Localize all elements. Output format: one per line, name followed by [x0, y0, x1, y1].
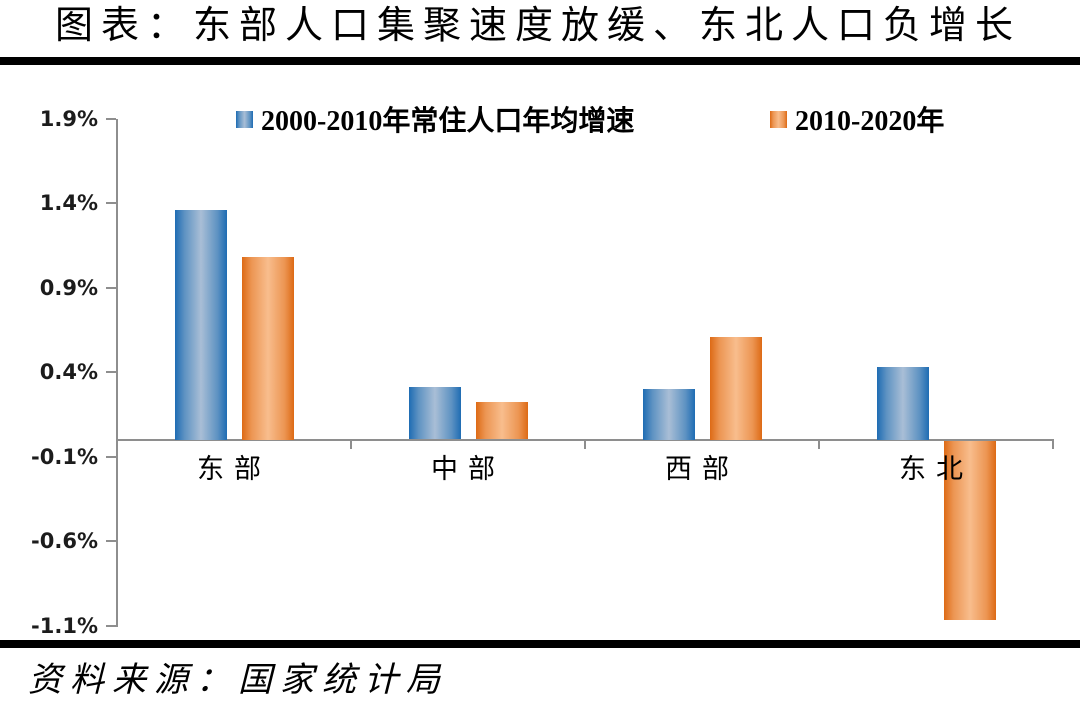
category-label: 西部: [665, 454, 739, 484]
legend-swatch-orange-icon: [770, 110, 787, 128]
bar: [409, 387, 461, 439]
page-title: 图表：东部人口集聚速度放缓、东北人口负增长: [55, 5, 1022, 47]
x-tick: [818, 440, 820, 449]
source-note: 资料来源：国家统计局: [28, 662, 448, 699]
y-axis-line: [116, 119, 118, 627]
y-tick: [106, 456, 116, 458]
x-tick: [350, 440, 352, 449]
y-tick: [106, 118, 116, 120]
legend-item-2000-2010: 2000-2010年常住人口年均增速: [236, 101, 634, 137]
category-label: 东部: [197, 454, 271, 484]
y-tick-label: -0.6%: [31, 529, 98, 553]
y-tick-label: 0.4%: [39, 360, 98, 384]
bar: [643, 389, 695, 440]
y-tick: [106, 202, 116, 204]
y-tick-label: 1.4%: [39, 191, 98, 215]
category-label: 中部: [431, 454, 505, 484]
category-label: 东北: [899, 454, 973, 484]
y-tick-label: -1.1%: [31, 614, 98, 638]
x-tick: [1052, 440, 1054, 449]
y-tick-label: 0.9%: [39, 276, 98, 300]
y-tick-label: -0.1%: [31, 445, 98, 469]
footer-divider: [0, 640, 1080, 648]
legend-item-2010-2020: 2010-2020年: [770, 101, 944, 137]
bar: [242, 257, 294, 440]
y-tick-label: 1.9%: [39, 107, 98, 131]
title-divider: [0, 57, 1080, 65]
x-tick: [584, 440, 586, 449]
y-tick: [106, 287, 116, 289]
legend-label-2000-2010: 2000-2010年常住人口年均增速: [261, 106, 635, 137]
y-tick: [106, 540, 116, 542]
legend-label-2010-2020: 2010-2020年: [795, 106, 945, 137]
bar: [175, 210, 227, 440]
y-tick: [106, 371, 116, 373]
bar: [710, 337, 762, 440]
bar: [944, 441, 996, 620]
bar: [877, 367, 929, 440]
legend-swatch-blue-icon: [236, 110, 253, 128]
y-tick: [106, 625, 116, 627]
bar: [476, 402, 528, 439]
